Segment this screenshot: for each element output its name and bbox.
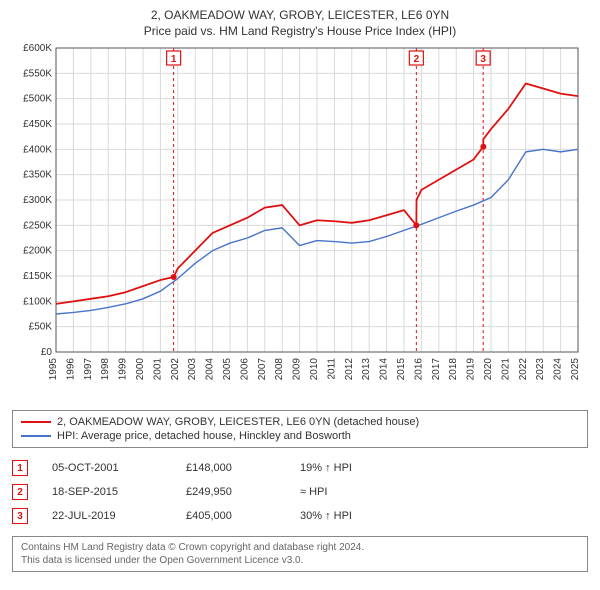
marker-date: 05-OCT-2001 <box>52 462 162 474</box>
svg-text:2: 2 <box>414 54 420 65</box>
svg-text:£0: £0 <box>41 347 53 358</box>
svg-text:2001: 2001 <box>152 358 163 381</box>
svg-text:2019: 2019 <box>466 358 477 381</box>
marker-date: 22-JUL-2019 <box>52 510 162 522</box>
svg-text:2006: 2006 <box>239 358 250 381</box>
svg-text:2009: 2009 <box>292 358 303 381</box>
line-chart: £0 £50K £100K £150K £200K £250K £300K £350K £400… <box>12 42 588 402</box>
svg-text:1999: 1999 <box>118 358 129 381</box>
marker-row: 1 05-OCT-2001 £148,000 19% ↑ HPI <box>12 456 588 480</box>
svg-text:1996: 1996 <box>65 358 76 381</box>
title-line2: Price paid vs. HM Land Registry's House … <box>12 24 588 38</box>
footer-line2: This data is licensed under the Open Gov… <box>21 554 579 567</box>
marker-badge: 2 <box>12 484 28 500</box>
svg-text:£350K: £350K <box>23 170 52 181</box>
svg-text:£400K: £400K <box>23 144 52 155</box>
svg-text:2020: 2020 <box>483 358 494 381</box>
svg-text:2003: 2003 <box>187 358 198 381</box>
legend-row: 2, OAKMEADOW WAY, GROBY, LEICESTER, LE6 … <box>21 415 579 429</box>
marker-note: ≈ HPI <box>300 486 588 498</box>
svg-text:£100K: £100K <box>23 296 52 307</box>
marker-table: 1 05-OCT-2001 £148,000 19% ↑ HPI 2 18-SEP-201… <box>12 456 588 528</box>
svg-text:2008: 2008 <box>274 358 285 381</box>
svg-text:1: 1 <box>171 54 177 65</box>
marker-price: £148,000 <box>186 462 276 474</box>
svg-text:2013: 2013 <box>361 358 372 381</box>
svg-text:2017: 2017 <box>431 358 442 381</box>
svg-text:£250K: £250K <box>23 220 52 231</box>
svg-text:2015: 2015 <box>396 358 407 381</box>
marker-date: 18-SEP-2015 <box>52 486 162 498</box>
legend-row: HPI: Average price, detached house, Hinc… <box>21 429 579 443</box>
svg-text:£150K: £150K <box>23 271 52 282</box>
marker-price: £405,000 <box>186 510 276 522</box>
svg-text:£550K: £550K <box>23 68 52 79</box>
marker-badge: 1 <box>12 460 28 476</box>
chart-area: £0 £50K £100K £150K £200K £250K £300K £350K £400… <box>12 42 588 402</box>
svg-text:2000: 2000 <box>135 358 146 381</box>
svg-text:£600K: £600K <box>23 43 52 54</box>
svg-text:2025: 2025 <box>570 358 581 381</box>
svg-text:2016: 2016 <box>413 358 424 381</box>
svg-text:£200K: £200K <box>23 246 52 257</box>
svg-text:2021: 2021 <box>500 358 511 381</box>
svg-text:£450K: £450K <box>23 119 52 130</box>
legend: 2, OAKMEADOW WAY, GROBY, LEICESTER, LE6 … <box>12 410 588 448</box>
svg-text:1997: 1997 <box>83 358 94 381</box>
svg-text:2010: 2010 <box>309 358 320 381</box>
svg-text:2002: 2002 <box>170 358 181 381</box>
title-line1: 2, OAKMEADOW WAY, GROBY, LEICESTER, LE6 … <box>12 8 588 22</box>
marker-price: £249,950 <box>186 486 276 498</box>
svg-text:£500K: £500K <box>23 94 52 105</box>
svg-text:2007: 2007 <box>257 358 268 381</box>
page-container: 2, OAKMEADOW WAY, GROBY, LEICESTER, LE6 … <box>0 0 600 590</box>
footer-attribution: Contains HM Land Registry data © Crown c… <box>12 536 588 572</box>
legend-swatch <box>21 435 51 437</box>
svg-text:2024: 2024 <box>553 358 564 381</box>
marker-row: 3 22-JUL-2019 £405,000 30% ↑ HPI <box>12 504 588 528</box>
marker-note: 19% ↑ HPI <box>300 462 588 474</box>
svg-text:£300K: £300K <box>23 195 52 206</box>
svg-text:3: 3 <box>480 54 486 65</box>
legend-label: HPI: Average price, detached house, Hinc… <box>57 430 351 442</box>
svg-text:2023: 2023 <box>535 358 546 381</box>
legend-label: 2, OAKMEADOW WAY, GROBY, LEICESTER, LE6 … <box>57 416 419 428</box>
marker-row: 2 18-SEP-2015 £249,950 ≈ HPI <box>12 480 588 504</box>
svg-text:£50K: £50K <box>29 322 53 333</box>
footer-line1: Contains HM Land Registry data © Crown c… <box>21 541 579 554</box>
legend-swatch <box>21 421 51 423</box>
svg-text:2012: 2012 <box>344 358 355 381</box>
svg-text:1995: 1995 <box>48 358 59 381</box>
svg-text:2014: 2014 <box>379 358 390 381</box>
svg-text:2011: 2011 <box>326 358 337 380</box>
svg-text:1998: 1998 <box>100 358 111 381</box>
svg-text:2018: 2018 <box>448 358 459 381</box>
svg-text:2004: 2004 <box>205 358 216 381</box>
marker-badge: 3 <box>12 508 28 524</box>
svg-text:2005: 2005 <box>222 358 233 381</box>
title-block: 2, OAKMEADOW WAY, GROBY, LEICESTER, LE6 … <box>12 8 588 38</box>
svg-text:2022: 2022 <box>518 358 529 381</box>
marker-note: 30% ↑ HPI <box>300 510 588 522</box>
